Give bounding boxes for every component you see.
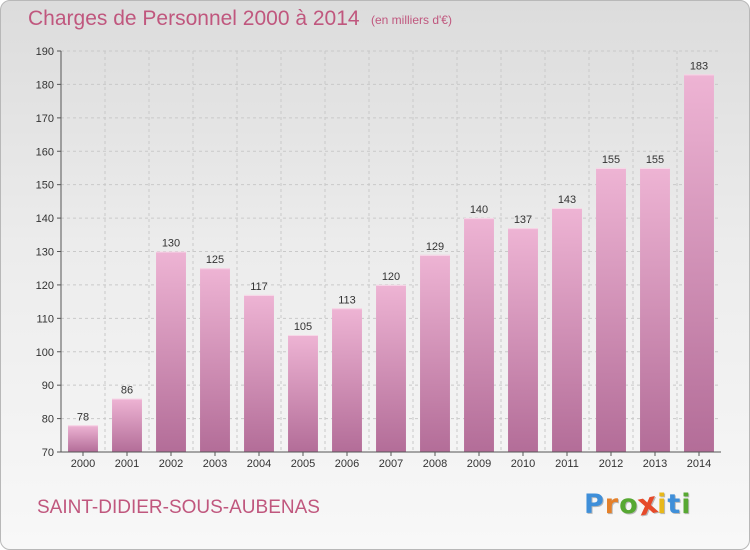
y-tick-label: 180 (36, 79, 54, 91)
bar-2013 (640, 167, 670, 453)
data-label-2013: 155 (646, 154, 664, 166)
data-label-2012: 155 (602, 154, 620, 166)
data-label-2000: 78 (77, 411, 89, 423)
x-tick-label-2008: 2008 (423, 458, 447, 470)
data-label-2002: 130 (162, 238, 180, 250)
y-tick-label: 130 (36, 247, 54, 259)
logo-letter: i (681, 489, 692, 520)
x-tick-label-2011: 2011 (555, 458, 579, 470)
bar-2014 (684, 74, 714, 453)
bar-2005 (288, 335, 318, 452)
proxiti-logo: Proxiti (584, 486, 692, 525)
y-tick-label: 170 (36, 113, 54, 125)
x-tick-label-2000: 2000 (71, 458, 95, 470)
y-tick-label: 140 (36, 213, 54, 225)
logo-letter: P (584, 489, 605, 520)
bar-2008 (420, 254, 450, 452)
bar-2012 (596, 167, 626, 453)
bar-2011 (552, 208, 582, 452)
bar-2000 (68, 425, 98, 452)
y-tick-label: 120 (36, 280, 54, 292)
y-tick-label: 160 (36, 146, 54, 158)
y-tick-label: 80 (42, 414, 54, 426)
bar-2004 (244, 294, 274, 452)
data-label-2003: 125 (206, 254, 224, 266)
x-tick-label-2012: 2012 (599, 458, 623, 470)
x-tick-label-2014: 2014 (687, 458, 711, 470)
data-label-2001: 86 (121, 385, 133, 397)
x-tick-label-2009: 2009 (467, 458, 491, 470)
bar-2001 (112, 398, 142, 452)
chart-title: Charges de Personnel 2000 à 2014 (28, 7, 360, 30)
commune-name: SAINT-DIDIER-SOUS-AUBENAS (37, 497, 320, 518)
x-tick-label-2001: 2001 (115, 458, 139, 470)
bar-2007 (376, 284, 406, 452)
bar-2002 (156, 251, 186, 452)
bar-2003 (200, 268, 230, 452)
x-tick-label-2006: 2006 (335, 458, 359, 470)
logo-letter: r (604, 489, 620, 520)
data-label-2014: 183 (690, 60, 708, 72)
x-tick-label-2007: 2007 (379, 458, 403, 470)
data-label-2009: 140 (470, 204, 488, 216)
x-tick-label-2010: 2010 (511, 458, 535, 470)
data-label-2010: 137 (514, 214, 532, 226)
bar-2009 (464, 218, 494, 452)
x-tick-label-2002: 2002 (159, 458, 183, 470)
x-tick-label-2004: 2004 (247, 458, 271, 470)
data-label-2006: 113 (338, 294, 356, 306)
data-label-2005: 105 (294, 321, 312, 333)
y-tick-label: 90 (42, 380, 54, 392)
y-tick-label: 100 (36, 347, 54, 359)
logo-letter: o (619, 489, 639, 520)
y-tick-label: 150 (36, 180, 54, 192)
x-tick-label-2005: 2005 (291, 458, 315, 470)
data-label-2011: 143 (558, 194, 576, 206)
bar-2006 (332, 308, 362, 452)
y-tick-label: 70 (42, 447, 54, 459)
data-label-2007: 120 (382, 271, 400, 283)
x-tick-label-2003: 2003 (203, 458, 227, 470)
logo-letter: i (657, 489, 668, 520)
data-label-2004: 117 (250, 281, 268, 293)
x-tick-label-2013: 2013 (643, 458, 667, 470)
y-tick-label: 110 (36, 313, 54, 325)
data-label-2008: 129 (426, 241, 444, 253)
y-tick-label: 190 (36, 46, 54, 58)
logo-letter: t (667, 489, 682, 520)
bar-2010 (508, 228, 538, 452)
chart-subtitle: (en milliers d'€) (371, 13, 452, 27)
